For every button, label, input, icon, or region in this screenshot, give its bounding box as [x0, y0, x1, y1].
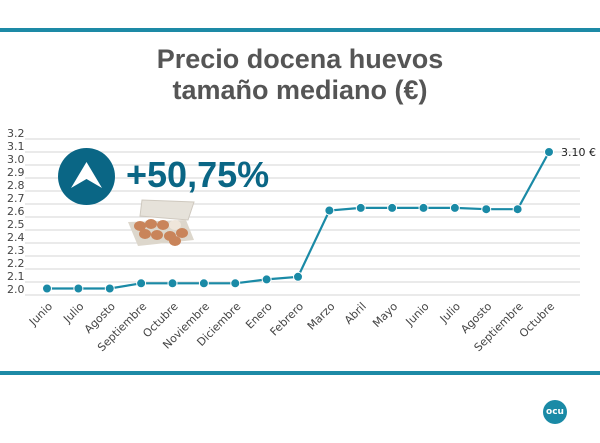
data-point	[42, 283, 52, 294]
data-point	[449, 202, 460, 213]
x-tick-label: Marzo	[305, 300, 338, 333]
y-tick-label: 2.8	[7, 179, 25, 192]
y-tick-label: 2.4	[7, 231, 25, 244]
x-tick-label: Mayo	[370, 300, 400, 330]
data-point	[230, 278, 241, 289]
data-point	[481, 204, 492, 215]
series-line	[47, 151, 550, 290]
data-point	[198, 278, 209, 289]
title-line-2: tamaño mediano (€)	[172, 75, 428, 105]
data-point	[418, 202, 429, 213]
data-point	[136, 278, 147, 289]
y-tick-label: 2.3	[7, 244, 25, 257]
data-point	[387, 202, 398, 213]
increase-percentage: +50,75%	[126, 154, 270, 195]
x-tick-label: Junio	[403, 300, 432, 329]
data-point	[293, 271, 303, 282]
data-point	[73, 283, 84, 294]
y-tick-label: 3.0	[7, 153, 25, 166]
data-point	[512, 204, 523, 215]
y-tick-label: 3.1	[7, 140, 25, 153]
title-line-1: Precio docena huevos	[156, 44, 444, 74]
x-tick-label: Abril	[342, 300, 369, 327]
data-point	[167, 278, 178, 289]
x-tick-label: Octubre	[517, 300, 557, 340]
y-tick-label: 2.1	[7, 270, 25, 283]
x-tick-label: Julio	[60, 300, 86, 326]
data-point	[355, 202, 366, 213]
data-point	[104, 283, 115, 294]
y-tick-label: 2.9	[7, 166, 25, 179]
bottom-accent-bar	[0, 371, 600, 375]
y-tick-label: 2.7	[7, 192, 25, 205]
y-tick-label: 3.2	[7, 127, 25, 140]
data-point	[544, 147, 554, 157]
chart-title: Precio docena huevos tamaño mediano (€)	[0, 44, 600, 106]
line-chart: 2.02.12.22.32.42.52.62.72.82.93.03.13.2 J…	[7, 127, 596, 354]
x-tick-label: Junio	[26, 300, 55, 329]
y-tick-label: 2.0	[7, 283, 25, 296]
egg-carton-image	[128, 196, 198, 248]
y-tick-label: 2.2	[7, 257, 25, 270]
data-point	[324, 205, 335, 216]
ocu-logo: ocu	[543, 400, 567, 424]
data-label: 3.10 €	[561, 146, 596, 159]
data-point	[261, 274, 272, 285]
x-tick-label: Febrero	[268, 300, 307, 339]
y-tick-label: 2.5	[7, 218, 25, 231]
arrow-up-icon	[58, 148, 115, 205]
x-tick-label: Julio	[437, 300, 463, 326]
top-accent-bar	[0, 28, 600, 32]
y-tick-label: 2.6	[7, 205, 25, 218]
